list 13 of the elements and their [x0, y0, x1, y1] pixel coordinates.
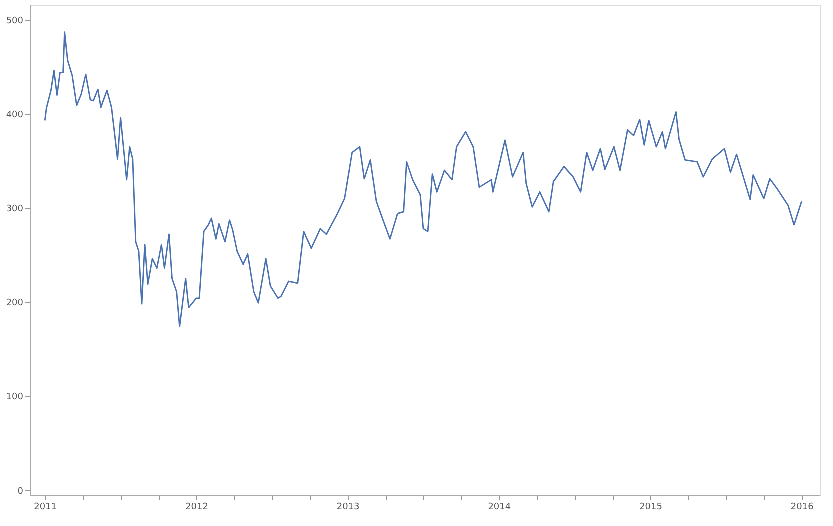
y-tick-label: 500 [6, 16, 24, 27]
x-tick-label: 2016 [790, 502, 814, 512]
line-series [44, 32, 803, 328]
x-tick-label: 2013 [336, 502, 360, 512]
y-tick-label: 300 [6, 204, 24, 215]
x-tick-label: 2011 [34, 502, 58, 512]
y-tick-label: 400 [6, 110, 24, 121]
x-tick-label: 2015 [640, 502, 662, 512]
y-tick-label: 0 [18, 486, 24, 497]
x-tick-label: 2014 [488, 502, 512, 512]
x-tick-label: 2012 [186, 502, 208, 512]
y-tick-label: 200 [6, 298, 24, 309]
y-tick-label: 100 [6, 392, 24, 403]
